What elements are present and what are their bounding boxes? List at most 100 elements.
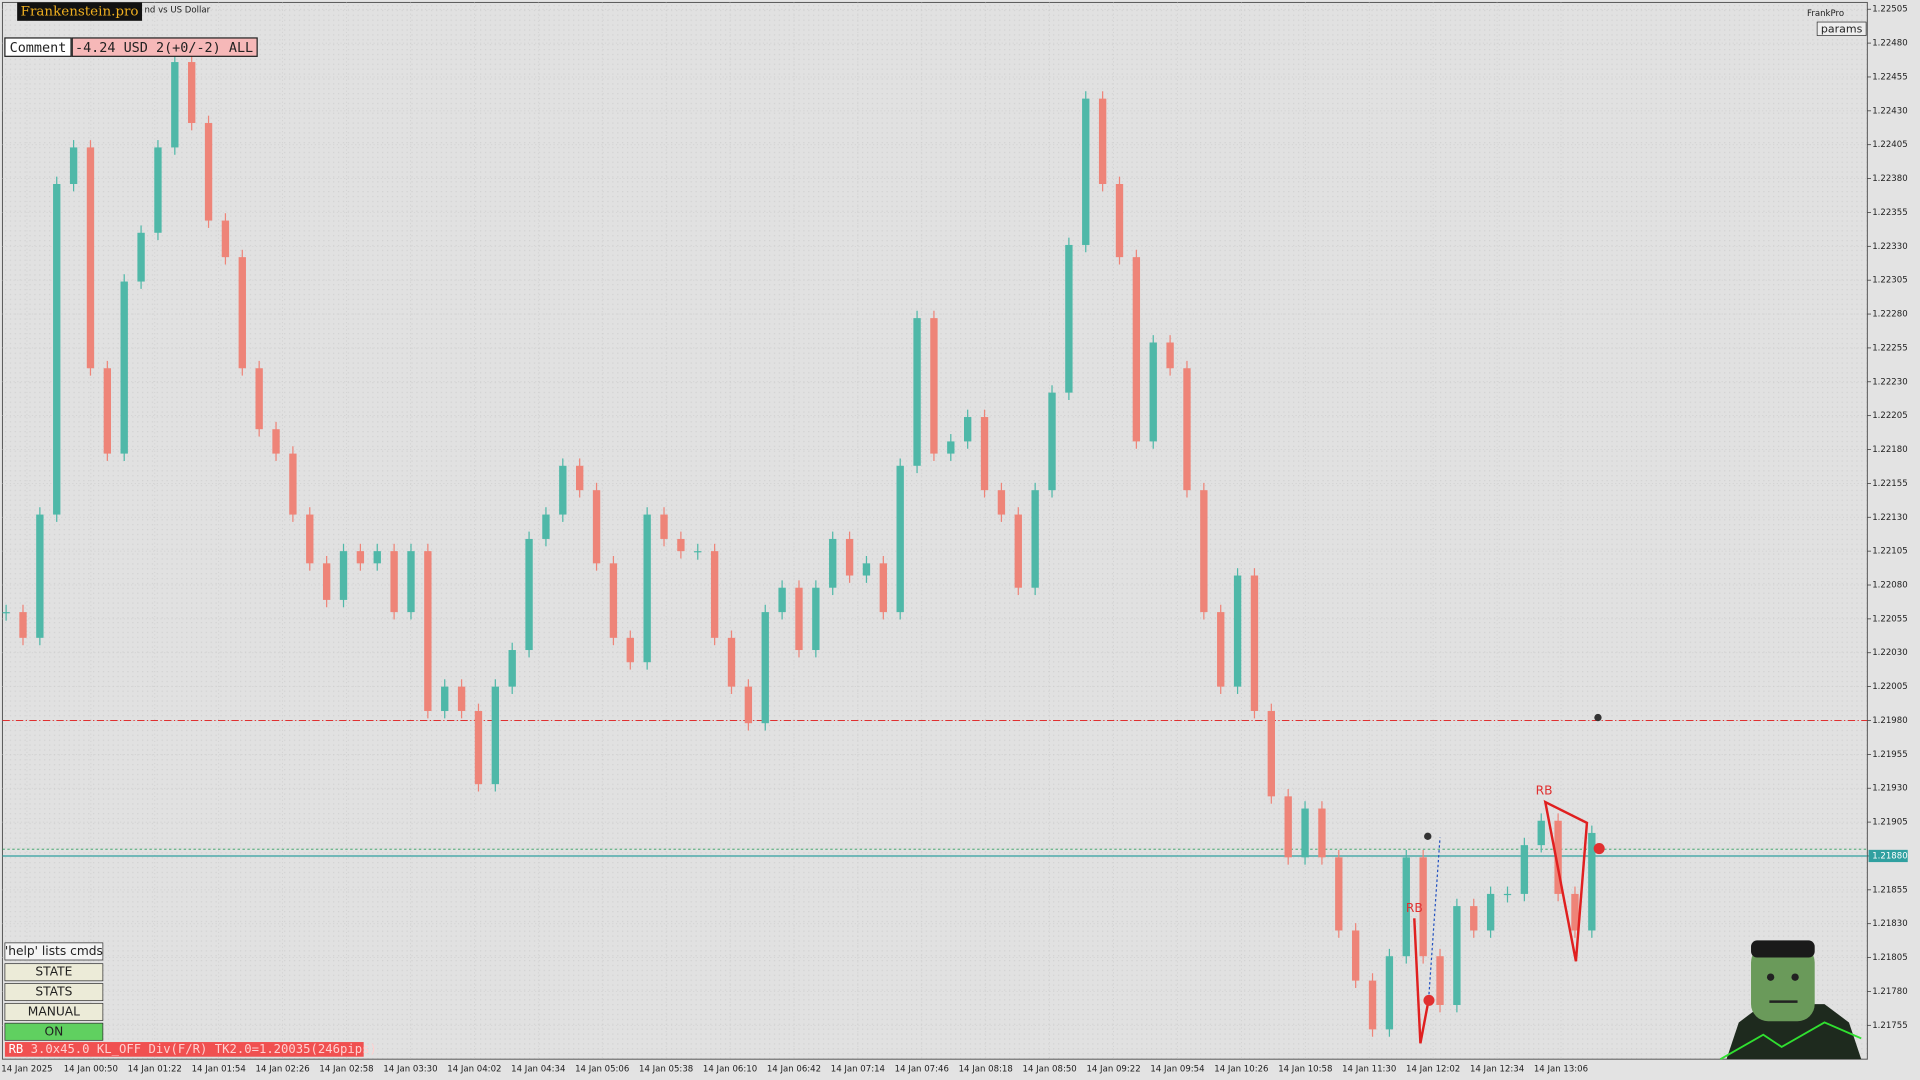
candle bbox=[1402, 857, 1410, 957]
candle bbox=[812, 587, 820, 651]
time-label: 14 Jan 05:38 bbox=[639, 1064, 693, 1074]
account-name: FrankPro bbox=[1807, 9, 1844, 19]
time-label: 14 Jan 00:50 bbox=[64, 1064, 118, 1074]
candle bbox=[1233, 575, 1242, 687]
candle bbox=[795, 587, 803, 651]
panel-button-label[interactable]: MANUAL bbox=[28, 1004, 80, 1018]
candle bbox=[86, 147, 95, 369]
price-label: 1.22430 bbox=[1872, 106, 1907, 116]
candle bbox=[188, 62, 196, 124]
candle bbox=[1554, 820, 1562, 894]
comment-box bbox=[4, 37, 72, 57]
candle bbox=[626, 637, 634, 663]
candle bbox=[576, 465, 584, 491]
price-label: 1.21830 bbox=[1872, 919, 1907, 929]
exit-icon bbox=[1423, 994, 1435, 1006]
candle bbox=[542, 514, 550, 539]
price-label: 1.22030 bbox=[1872, 648, 1907, 658]
price-label: 1.22480 bbox=[1872, 39, 1907, 49]
panel-button-label[interactable]: STATS bbox=[35, 985, 72, 999]
panel-button[interactable] bbox=[4, 983, 104, 1002]
candle bbox=[525, 538, 533, 651]
candle bbox=[508, 650, 516, 687]
plot-area bbox=[1, 1, 1868, 1060]
params-button[interactable] bbox=[1816, 21, 1867, 36]
time-label: 14 Jan 2025 bbox=[1, 1064, 52, 1074]
price-label: 1.22280 bbox=[1872, 310, 1907, 320]
time-label: 14 Jan 09:54 bbox=[1150, 1064, 1204, 1074]
pattern-label: RB bbox=[1536, 784, 1553, 798]
candle bbox=[474, 711, 483, 785]
candle bbox=[1065, 244, 1073, 393]
candle bbox=[1335, 857, 1343, 931]
price-label: 1.22155 bbox=[1872, 479, 1907, 489]
panel-button-label[interactable]: ON bbox=[44, 1024, 63, 1038]
candle bbox=[1385, 956, 1394, 1030]
price-label: 1.22130 bbox=[1872, 513, 1907, 523]
price-label: 1.22230 bbox=[1872, 377, 1907, 387]
params-label[interactable]: params bbox=[1821, 22, 1863, 35]
candle bbox=[1520, 845, 1529, 894]
price-label: 1.22330 bbox=[1872, 242, 1907, 252]
panel-button-label[interactable]: STATE bbox=[35, 965, 72, 979]
price-label: 1.21780 bbox=[1872, 987, 1907, 997]
time-label: 14 Jan 03:30 bbox=[383, 1064, 437, 1074]
pattern-label: RB bbox=[1406, 901, 1423, 915]
candle bbox=[36, 514, 44, 638]
candle bbox=[53, 183, 61, 515]
candle bbox=[1486, 893, 1495, 931]
price-label: 1.22255 bbox=[1872, 343, 1907, 353]
candle bbox=[1588, 832, 1596, 931]
candle bbox=[829, 538, 837, 588]
candle bbox=[1031, 490, 1039, 588]
candle bbox=[1082, 98, 1090, 245]
candle bbox=[896, 465, 904, 613]
price-label: 1.22380 bbox=[1872, 174, 1907, 184]
panel-button[interactable] bbox=[4, 1002, 104, 1021]
time-label: 14 Jan 12:34 bbox=[1470, 1064, 1524, 1074]
candle bbox=[1436, 956, 1444, 1005]
candle bbox=[289, 453, 297, 515]
price-label: 1.21855 bbox=[1872, 885, 1907, 895]
candle bbox=[1284, 796, 1292, 858]
price-label: 1.22455 bbox=[1872, 72, 1907, 82]
skull-icon bbox=[1594, 713, 1602, 722]
time-label: 14 Jan 01:22 bbox=[128, 1064, 182, 1074]
price-label: 1.21755 bbox=[1872, 1021, 1907, 1031]
candle bbox=[238, 257, 246, 369]
candle bbox=[373, 551, 381, 564]
comment-label: Comment bbox=[10, 41, 67, 56]
candle bbox=[845, 538, 854, 576]
candle bbox=[221, 220, 230, 258]
candle bbox=[322, 563, 331, 600]
time-label: 14 Jan 08:50 bbox=[1023, 1064, 1077, 1074]
time-label: 14 Jan 05:06 bbox=[575, 1064, 629, 1074]
pattern-line bbox=[1413, 918, 1431, 1044]
candle bbox=[1183, 368, 1191, 491]
candle bbox=[1368, 980, 1377, 1030]
candle bbox=[407, 551, 415, 613]
symbol-title: nd vs US Dollar bbox=[144, 5, 210, 15]
time-label: 14 Jan 04:02 bbox=[447, 1064, 501, 1074]
candle bbox=[1453, 906, 1461, 1005]
price-label: 1.22355 bbox=[1872, 208, 1907, 218]
time-label: 14 Jan 11:30 bbox=[1342, 1064, 1396, 1074]
comment-value: -4.24 USD 2(+0/-2) ALL bbox=[75, 41, 253, 56]
candle bbox=[980, 417, 989, 491]
skull-icon bbox=[1424, 832, 1432, 840]
candle bbox=[137, 232, 145, 282]
panel-button[interactable] bbox=[4, 963, 104, 982]
current-price: 1.21880 bbox=[1872, 851, 1907, 861]
candle bbox=[1048, 392, 1056, 491]
price-label: 1.22080 bbox=[1872, 581, 1907, 591]
candle bbox=[457, 686, 466, 712]
price-label: 1.22105 bbox=[1872, 547, 1907, 557]
candle bbox=[491, 686, 500, 785]
candle bbox=[2, 612, 10, 614]
time-label: 14 Jan 04:34 bbox=[511, 1064, 565, 1074]
candle bbox=[204, 123, 213, 221]
panel-button[interactable] bbox=[4, 1022, 104, 1041]
candle bbox=[1537, 820, 1545, 846]
